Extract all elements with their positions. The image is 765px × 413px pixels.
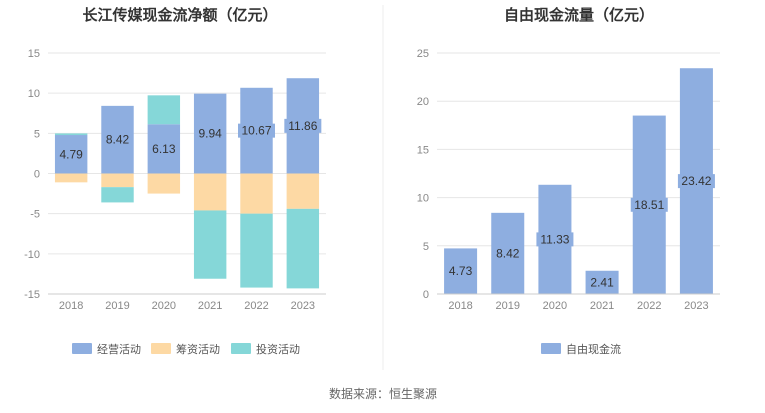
legend-swatch [151,343,171,354]
data-label: 10.67 [241,124,271,138]
x-tick-label: 2022 [244,300,268,312]
data-label: 9.94 [198,127,222,141]
data-label-bg [102,132,133,147]
data-label-bg [630,197,668,212]
bar [101,187,134,203]
x-tick-label: 2018 [448,300,472,312]
data-label-bg [677,174,715,189]
legend-label: 自由现金流 [566,342,621,356]
data-label-bg [492,246,523,261]
data-label-bg [536,232,574,247]
data-label-bg [445,264,476,279]
y-tick-label: 20 [417,96,429,108]
x-tick-label: 2021 [590,300,614,312]
data-label-bg [586,275,618,290]
x-tick-label: 2019 [496,300,520,312]
y-tick-label: 15 [417,144,429,156]
bar [54,133,88,136]
cash-flow-net-chart: 长江传媒现金流净额（亿元） 15 10 5 0 -5 -10 -15 4.79 2018 8.42… [24,6,326,356]
data-label: 2.41 [590,275,614,289]
y-tick-label: 0 [34,169,40,181]
source-note: 数据来源：恒生聚源 [329,386,437,401]
x-tick-label: 2018 [59,300,83,312]
y-tick-label: 5 [423,241,429,253]
bar [54,173,88,183]
y-tick-label: 25 [417,48,429,60]
bar [193,210,227,279]
data-label-bg [194,126,226,141]
y-tick-label: 0 [423,289,429,301]
y-tick-label: -10 [24,249,40,261]
y-tick-label: 5 [34,128,40,140]
x-tick-label: 2021 [198,300,222,312]
data-label: 23.42 [681,174,711,188]
x-tick-label: 2023 [684,300,708,312]
data-label: 8.42 [106,133,130,147]
data-label-bg [148,141,180,156]
data-label: 18.51 [634,198,664,212]
legend-label: 筹资活动 [176,342,220,356]
bar [147,173,181,194]
bar [286,208,320,289]
data-label: 11.33 [540,232,569,246]
data-label: 6.13 [152,142,176,156]
free-cash-flow-chart: 自由现金流量（亿元） 25 20 15 10 5 0 4.73 2018 8.42 2019 11.… [417,6,720,356]
x-tick-label: 2019 [105,300,129,312]
data-label: 8.42 [496,246,520,260]
bar [240,213,273,288]
chart-title: 自由现金流量（亿元） [504,6,654,24]
legend-label: 投资活动 [256,342,300,356]
data-label: 4.79 [59,147,83,161]
x-tick-label: 2022 [637,300,661,312]
chart-title: 长江传媒现金流净额（亿元） [82,6,277,24]
bar [101,173,134,188]
bar [147,95,181,125]
bar [286,173,320,209]
legend-swatch [72,343,92,354]
data-label: 4.73 [449,264,473,278]
y-tick-label: 10 [417,193,429,205]
bar [193,173,227,211]
data-label-bg [238,123,275,138]
bar [240,173,273,214]
data-label-bg [284,118,322,133]
x-tick-label: 2023 [291,300,315,312]
x-tick-label: 2020 [152,300,176,312]
x-tick-label: 2020 [543,300,567,312]
y-tick-label: 15 [28,48,40,60]
legend-swatch [231,343,251,354]
legend-swatch [541,343,561,354]
data-label: 11.86 [288,119,317,133]
data-label-bg [55,147,87,162]
y-tick-label: 10 [28,88,40,100]
y-tick-label: -5 [30,209,40,221]
legend-label: 经营活动 [97,342,141,356]
y-tick-label: -15 [24,289,40,301]
